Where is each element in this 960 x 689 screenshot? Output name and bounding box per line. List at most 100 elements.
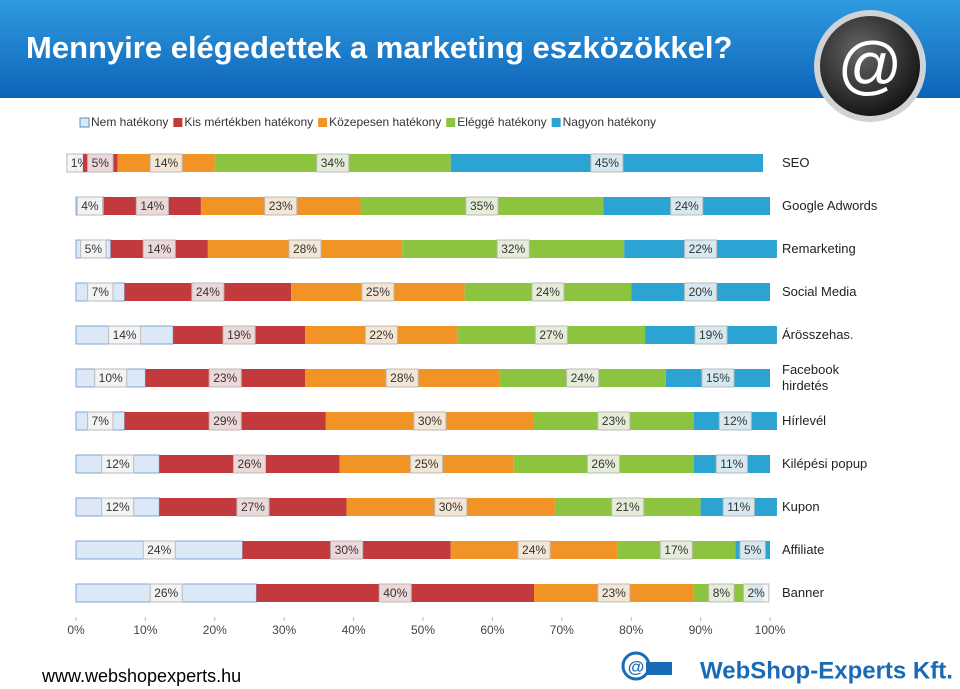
value-label: 23% (602, 414, 626, 428)
value-label: 14% (140, 199, 164, 213)
value-label: 20% (689, 285, 713, 299)
legend-label: Közepesen hatékony (329, 115, 441, 129)
value-label: 24% (571, 371, 595, 385)
value-label-box (496, 239, 530, 259)
value-label: 12% (106, 500, 130, 514)
value-label: 19% (227, 328, 251, 342)
legend-label: Nem hatékony (91, 115, 168, 129)
value-label: 17% (664, 543, 688, 557)
category-label: Affiliate (782, 542, 825, 557)
value-label-box (597, 411, 631, 431)
value-label: 12% (106, 457, 130, 471)
x-tick-label: 0% (67, 623, 85, 637)
value-label: 23% (602, 586, 626, 600)
category-label: Remarketing (782, 241, 856, 256)
svg-text:@: @ (628, 657, 645, 676)
value-label: 24% (522, 543, 546, 557)
value-label-box (135, 196, 169, 216)
value-label-box (715, 454, 748, 474)
value-label: 29% (213, 414, 237, 428)
x-tick-label: 100% (755, 623, 786, 637)
value-label-box (142, 540, 176, 560)
value-label-box (101, 454, 135, 474)
value-label-box (708, 583, 735, 603)
value-label: 24% (147, 543, 171, 557)
x-tick-label: 80% (619, 623, 643, 637)
legend-label: Kis mértékben hatékony (184, 115, 313, 129)
header-band (0, 0, 960, 98)
value-label: 28% (293, 242, 317, 256)
footer-logo: @ (621, 651, 672, 681)
value-label-box (208, 368, 242, 388)
value-label: 24% (536, 285, 560, 299)
value-label: 22% (369, 328, 393, 342)
x-tick-label: 30% (272, 623, 296, 637)
value-label-box (531, 282, 565, 302)
value-label: 30% (439, 500, 463, 514)
value-label: 45% (595, 156, 619, 170)
x-tick-label: 50% (411, 623, 435, 637)
value-label-box (465, 196, 499, 216)
value-label-box (413, 411, 447, 431)
value-label: 4% (81, 199, 99, 213)
value-label: 2% (747, 586, 765, 600)
legend-swatch (318, 118, 328, 127)
value-label: 11% (727, 500, 750, 514)
category-label: Google Adwords (782, 198, 878, 213)
value-label-box (722, 497, 755, 517)
value-label: 40% (383, 586, 407, 600)
legend-swatch (551, 118, 561, 127)
value-label-box (87, 282, 114, 302)
value-label-box (361, 282, 395, 302)
x-tick-label: 40% (342, 623, 366, 637)
value-label-box (517, 540, 551, 560)
value-label-box (586, 454, 620, 474)
value-label: 14% (113, 328, 137, 342)
x-tick-label: 20% (203, 623, 227, 637)
value-label-box (222, 325, 256, 345)
value-label: 10% (99, 371, 123, 385)
value-label: 5% (85, 242, 103, 256)
value-label: 35% (470, 199, 494, 213)
value-label: 11% (720, 457, 743, 471)
value-label: 28% (390, 371, 414, 385)
title: Mennyire elégedettek a marketing eszközö… (26, 30, 732, 65)
x-tick-label: 70% (550, 623, 574, 637)
x-tick-label: 60% (480, 623, 504, 637)
value-label: 25% (366, 285, 390, 299)
value-label: 27% (539, 328, 563, 342)
value-label: 23% (213, 371, 237, 385)
value-label-box (316, 153, 350, 173)
category-label: Kilépési popup (782, 456, 868, 471)
value-label-box (590, 153, 624, 173)
value-label-box (670, 196, 704, 216)
value-label-box (409, 454, 443, 474)
value-label: 25% (414, 457, 438, 471)
legend-swatch (446, 118, 456, 127)
value-label-box (718, 411, 752, 431)
value-label-box (264, 196, 298, 216)
value-label-box (288, 239, 322, 259)
legend-swatch (173, 118, 183, 127)
value-label: 7% (92, 285, 110, 299)
value-label-box (597, 583, 631, 603)
value-label-box (101, 497, 135, 517)
value-label: 21% (616, 500, 640, 514)
logo-ball (820, 16, 920, 116)
value-label-box (385, 368, 419, 388)
value-label-box (236, 497, 270, 517)
value-label: 19% (699, 328, 723, 342)
value-label: 14% (147, 242, 171, 256)
value-label: 24% (196, 285, 220, 299)
category-label: Kupon (782, 499, 820, 514)
value-label: 30% (335, 543, 359, 557)
value-label: 27% (241, 500, 265, 514)
value-label-box (80, 239, 107, 259)
logo-at: @ (838, 29, 903, 101)
value-label: 12% (723, 414, 747, 428)
category-label: Facebook hirdetés (782, 362, 840, 393)
value-label: 15% (706, 371, 730, 385)
category-label: Banner (782, 585, 824, 600)
value-label-box (701, 368, 735, 388)
